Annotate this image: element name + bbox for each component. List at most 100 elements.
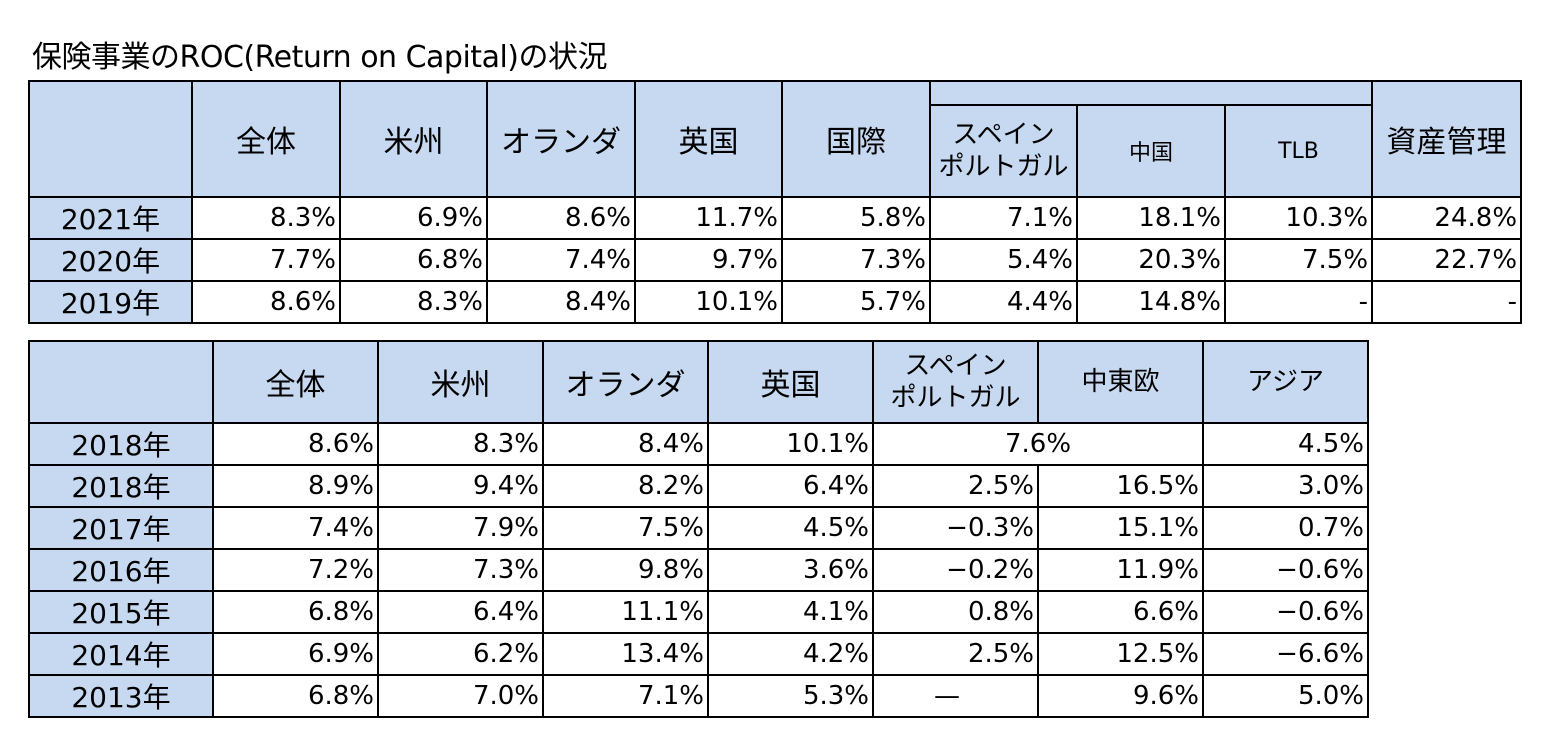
roc-table-2013-2018: 全体 米州 オランダ 英国 スペイン ポルトガル 中東欧 アジア 2018年 8… — [28, 340, 1369, 718]
cell-all: 8.9% — [212, 464, 379, 508]
cell-netherlands: 8.4% — [542, 422, 709, 466]
cell-tlb: - — [1223, 280, 1374, 324]
cell-all: 6.8% — [212, 674, 379, 718]
cell-netherlands: 7.5% — [542, 506, 709, 550]
cell-uk: 10.1% — [634, 280, 783, 324]
header-spain-portugal-line1: スペイン — [952, 120, 1055, 150]
cell-tlb: 7.5% — [1223, 238, 1374, 282]
header-spain-portugal-line1: スペイン — [904, 351, 1007, 381]
cell-all: 8.3% — [191, 196, 341, 240]
cell-netherlands: 8.2% — [542, 464, 709, 508]
cell-uk: 3.6% — [707, 548, 874, 592]
cell-netherlands: 9.8% — [542, 548, 709, 592]
header-blank — [28, 340, 214, 424]
cell-uk: 4.5% — [707, 506, 874, 550]
cell-uk: 4.2% — [707, 632, 874, 676]
cell-china: 14.8% — [1076, 280, 1226, 324]
cell-china: 20.3% — [1076, 238, 1226, 282]
row-year: 2021年 — [28, 196, 193, 240]
header-all: 全体 — [212, 340, 379, 424]
cell-cee: 16.5% — [1037, 464, 1204, 508]
cell-asia: −0.6% — [1202, 590, 1369, 634]
cell-spain-portugal: 2.5% — [872, 464, 1039, 508]
cell-all: 6.9% — [212, 632, 379, 676]
cell-cee: 12.5% — [1037, 632, 1204, 676]
cell-americas: 8.3% — [377, 422, 544, 466]
cell-spain-portugal-cee-merged: 7.6% — [872, 422, 1204, 466]
cell-uk: 4.1% — [707, 590, 874, 634]
cell-americas: 6.4% — [377, 590, 544, 634]
cell-asset-management: 22.7% — [1371, 238, 1523, 282]
header-uk: 英国 — [707, 340, 874, 424]
cell-tlb: 10.3% — [1223, 196, 1374, 240]
header-americas: 米州 — [339, 80, 488, 198]
table-row: 2017年 7.4% 7.9% 7.5% 4.5% −0.3% 15.1% 0.… — [28, 506, 1369, 550]
cell-americas: 7.0% — [377, 674, 544, 718]
cell-netherlands: 7.4% — [486, 238, 636, 282]
cell-cee: 9.6% — [1037, 674, 1204, 718]
header-blank — [28, 80, 193, 198]
cell-uk: 10.1% — [707, 422, 874, 466]
cell-asia: 5.0% — [1202, 674, 1369, 718]
header-spain-portugal-line2: ポルトガル — [938, 152, 1069, 182]
cell-uk: 11.7% — [634, 196, 783, 240]
cell-asia: 0.7% — [1202, 506, 1369, 550]
cell-americas: 8.3% — [339, 280, 488, 324]
row-year: 2019年 — [28, 280, 193, 324]
header-netherlands: オランダ — [542, 340, 709, 424]
header-cee: 中東欧 — [1037, 340, 1204, 424]
cell-international: 7.3% — [781, 238, 931, 282]
cell-china: 18.1% — [1076, 196, 1226, 240]
row-year: 2020年 — [28, 238, 193, 282]
header-all: 全体 — [191, 80, 341, 198]
cell-cee: 11.9% — [1037, 548, 1204, 592]
cell-all: 6.8% — [212, 590, 379, 634]
cell-all: 7.4% — [212, 506, 379, 550]
table-row: 2016年 7.2% 7.3% 9.8% 3.6% −0.2% 11.9% −0… — [28, 548, 1369, 592]
table-row: 2020年 7.7% 6.8% 7.4% 9.7% 7.3% 5.4% 20.3… — [28, 238, 1523, 282]
row-year: 2014年 — [28, 632, 214, 676]
row-year: 2015年 — [28, 590, 214, 634]
cell-americas: 7.9% — [377, 506, 544, 550]
cell-international: 5.8% — [781, 196, 931, 240]
cell-asia: −0.6% — [1202, 548, 1369, 592]
header-uk: 英国 — [634, 80, 783, 198]
header-china: 中国 — [1076, 104, 1226, 198]
cell-netherlands: 11.1% — [542, 590, 709, 634]
cell-cee: 6.6% — [1037, 590, 1204, 634]
header-tlb: TLB — [1223, 104, 1374, 198]
cell-cee: 15.1% — [1037, 506, 1204, 550]
cell-americas: 6.9% — [339, 196, 488, 240]
cell-spain-portugal: −0.2% — [872, 548, 1039, 592]
cell-uk: 6.4% — [707, 464, 874, 508]
cell-netherlands: 8.6% — [486, 196, 636, 240]
cell-netherlands: 8.4% — [486, 280, 636, 324]
row-year: 2017年 — [28, 506, 214, 550]
cell-spain-portugal: −0.3% — [872, 506, 1039, 550]
page-title: 保険事業のROC(Return on Capital)の状況 — [32, 40, 608, 75]
table-row: 2014年 6.9% 6.2% 13.4% 4.2% 2.5% 12.5% −6… — [28, 632, 1369, 676]
cell-netherlands: 7.1% — [542, 674, 709, 718]
cell-all: 7.2% — [212, 548, 379, 592]
cell-asset-management: 24.8% — [1371, 196, 1523, 240]
header-asia: アジア — [1202, 340, 1369, 424]
header-spain-portugal-line2: ポルトガル — [890, 383, 1021, 413]
table-row: 2018年 8.6% 8.3% 8.4% 10.1% 7.6% 4.5% — [28, 422, 1369, 466]
header-international-group — [928, 80, 1374, 106]
header-netherlands: オランダ — [486, 80, 636, 198]
cell-americas: 7.3% — [377, 548, 544, 592]
roc-table-2019-2021: 全体 米州 オランダ 英国 国際 資産管理 スペイン ポルトガル 中国 TLB … — [28, 80, 1523, 324]
cell-uk: 5.3% — [707, 674, 874, 718]
cell-netherlands: 13.4% — [542, 632, 709, 676]
cell-spain-portugal: — — [872, 674, 1039, 718]
row-year: 2013年 — [28, 674, 214, 718]
cell-all: 8.6% — [191, 280, 341, 324]
header-spain-portugal: スペイン ポルトガル — [872, 340, 1039, 424]
cell-americas: 9.4% — [377, 464, 544, 508]
table-row: 2015年 6.8% 6.4% 11.1% 4.1% 0.8% 6.6% −0.… — [28, 590, 1369, 634]
cell-spain-portugal: 5.4% — [929, 238, 1078, 282]
cell-all: 8.6% — [212, 422, 379, 466]
cell-uk: 9.7% — [634, 238, 783, 282]
cell-asia: 4.5% — [1202, 422, 1369, 466]
cell-asia: −6.6% — [1202, 632, 1369, 676]
